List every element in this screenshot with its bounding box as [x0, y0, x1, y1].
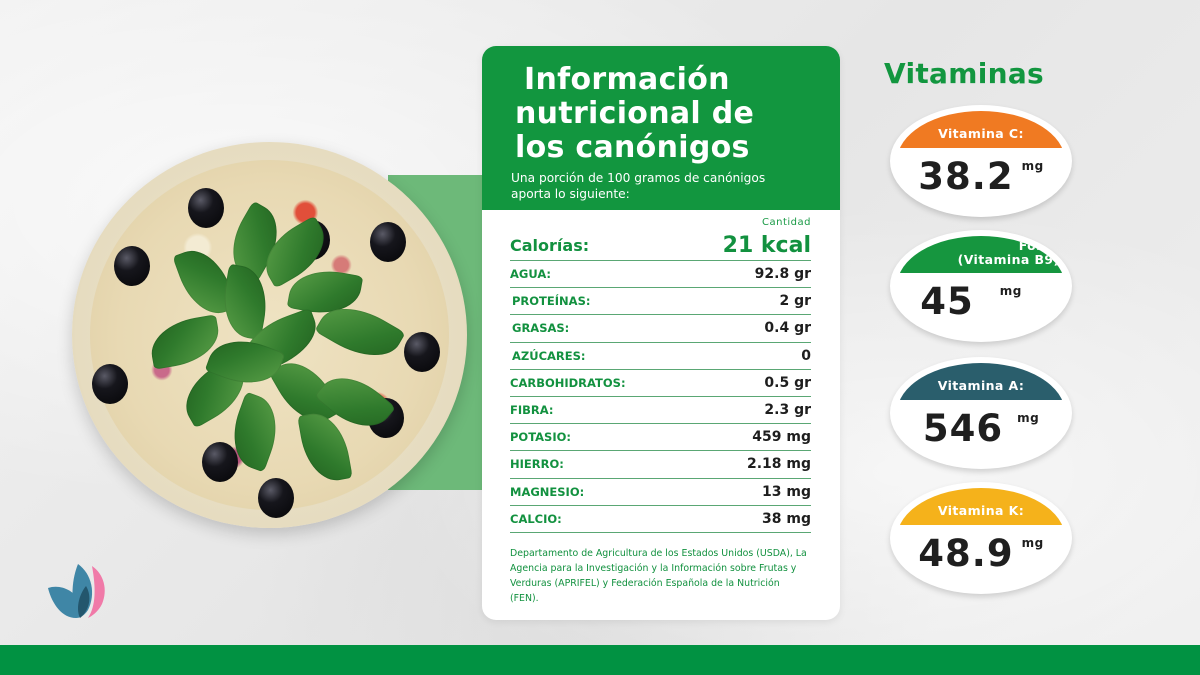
vitamin-unit: mg [1017, 411, 1040, 425]
nutrition-card-header: Información nutricional de los canónigos… [482, 46, 840, 210]
nutrient-value: 0 [801, 347, 811, 364]
vitamin-amount: 45 [920, 280, 974, 323]
vitamin-badge-k: Vitamina K: 48.9 mg [890, 482, 1072, 594]
vitamin-unit: mg [999, 284, 1022, 298]
card-subtitle-line: aporta lo siguiente: [511, 187, 630, 201]
nutrition-card: Información nutricional de los canónigos… [482, 46, 840, 620]
olive [92, 364, 128, 404]
nutrient-value: 459 mg [752, 429, 811, 446]
footer-bar [0, 645, 1200, 675]
nutrient-label: FIBRA: [510, 403, 554, 418]
nutrition-table: Cantidad Calorías: 21 kcal AGUA: 92.8 gr… [482, 210, 840, 606]
nutrient-label: Calorías: [510, 236, 590, 255]
olive [404, 332, 440, 372]
quantity-header: Cantidad [762, 217, 811, 228]
vitamin-unit: mg [1021, 536, 1044, 550]
nutrient-row: MAGNESIO: 13 mg [510, 479, 811, 506]
vitamin-label-text: Vitamina C: [938, 126, 1024, 141]
nutrient-value: 21 kcal [722, 233, 811, 258]
card-subtitle-line: Una porción de 100 gramos de canónigos [511, 171, 766, 185]
olive [258, 478, 294, 518]
olive [188, 188, 224, 228]
vitamin-amount: 546 [922, 407, 1004, 450]
olive [114, 246, 150, 286]
nutrient-value: 92.8 gr [754, 266, 811, 283]
nutrient-value: 2 gr [779, 293, 811, 310]
card-title: Información nutricional de los canónigos [515, 63, 820, 165]
vitamin-label: Vitamina C: [897, 111, 1065, 148]
vitamin-value: 45 mg [897, 280, 1065, 323]
vitamin-amount: 48.9 [918, 532, 1014, 575]
vitamin-label: Vitamina A: [897, 363, 1065, 400]
vitamin-label-text: Folato [1018, 238, 1065, 253]
vitamin-badge-folate: Folato (Vitamina B9): 45 mg [890, 230, 1072, 342]
nutrient-row: CARBOHIDRATOS: 0.5 gr [510, 370, 811, 397]
vitamin-value: 546 mg [897, 407, 1065, 450]
nutrient-label: AZÚCARES: [512, 348, 586, 363]
vitamin-amount: 38.2 [918, 155, 1014, 198]
nutrient-value: 38 mg [762, 510, 811, 527]
vitamin-value: 38.2 mg [897, 155, 1065, 198]
source-citation: Departamento de Agricultura de los Estad… [510, 547, 807, 604]
vitamin-label: Vitamina K: [897, 488, 1065, 525]
nutrient-label: MAGNESIO: [510, 484, 585, 499]
vitamin-label: Folato (Vitamina B9): [897, 236, 1065, 273]
brand-logo-icon [48, 564, 105, 618]
nutrient-label: HIERRO: [510, 457, 564, 472]
nutrient-value: 0.4 gr [764, 320, 811, 337]
nutrient-row: AGUA: 92.8 gr [510, 261, 811, 289]
nutrient-value: 2.3 gr [764, 402, 811, 419]
card-title-line: Información [524, 62, 730, 97]
card-title-line: nutricional de [515, 96, 755, 131]
vitamins-title: Vitaminas [884, 57, 1045, 90]
vitamin-label-text: Vitamina A: [937, 378, 1025, 393]
nutrient-label: CALCIO: [510, 511, 562, 526]
olive [202, 442, 238, 482]
nutrient-value: 13 mg [762, 483, 811, 500]
nutrient-row: POTASIO: 459 mg [510, 424, 811, 452]
calories-row: Calorías: 21 kcal [510, 231, 811, 261]
card-subtitle: Una porción de 100 gramos de canónigos a… [511, 170, 820, 202]
nutrient-value: 2.18 mg [746, 456, 811, 473]
nutrient-label: CARBOHIDRATOS: [510, 375, 626, 390]
nutrient-label: GRASAS: [512, 321, 570, 336]
nutrient-row: PROTEÍNAS: 2 gr [510, 288, 811, 316]
nutrient-label: PROTEÍNAS: [512, 294, 591, 309]
nutrient-label: AGUA: [510, 267, 552, 282]
nutrient-label: POTASIO: [510, 430, 571, 445]
vitamin-unit: mg [1021, 159, 1044, 173]
nutrient-row: AZÚCARES: 0 [510, 343, 811, 370]
card-title-line: los canónigos [515, 130, 750, 165]
nutrient-value: 0.5 gr [764, 374, 811, 391]
vitamin-value: 48.9 mg [897, 532, 1065, 575]
vitamin-label-text: Vitamina K: [937, 503, 1025, 518]
lambs-lettuce-leaves [146, 200, 406, 486]
vitamin-label-text: (Vitamina B9): [957, 252, 1065, 267]
nutrient-row: FIBRA: 2.3 gr [510, 397, 811, 425]
nutrient-row: HIERRO: 2.18 mg [510, 451, 811, 479]
olive [370, 222, 406, 262]
nutrient-row: CALCIO: 38 mg [510, 506, 811, 533]
nutrient-row: GRASAS: 0.4 gr [510, 315, 811, 343]
vitamin-badge-c: Vitamina C: 38.2 mg [890, 105, 1072, 217]
vitamin-badge-a: Vitamina A: 546 mg [890, 357, 1072, 469]
